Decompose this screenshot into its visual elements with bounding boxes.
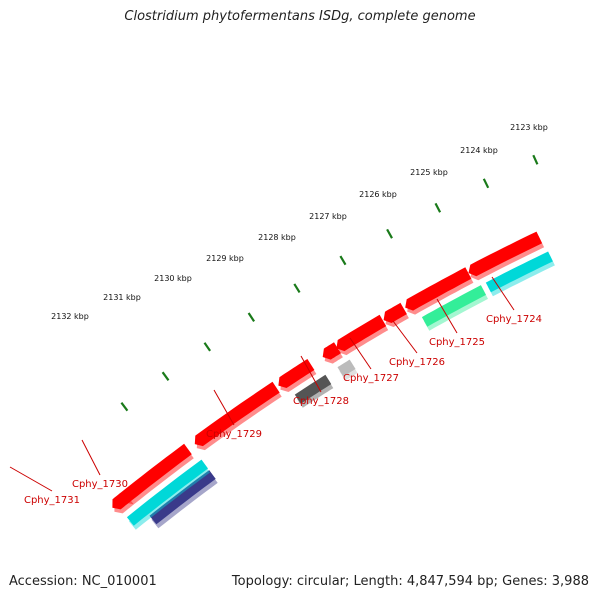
scale-major-tick <box>434 202 442 213</box>
cds-cphy-1731 <box>112 490 134 514</box>
gene-leader-line <box>300 355 322 393</box>
feature-green-1725 <box>421 285 488 331</box>
scale-label: 2130 kbp <box>154 274 192 283</box>
accession-text: Accession: NC_010001 <box>9 574 157 589</box>
feature-darkgray-1728-body <box>294 374 332 404</box>
scale-label: 2128 kbp <box>258 233 296 242</box>
cds-cphy-1725 <box>405 267 474 315</box>
scale-major-tick <box>161 371 170 381</box>
gene-leader-line <box>491 276 515 311</box>
scale-major-tick <box>339 255 347 266</box>
gene-label: Cphy_1724 <box>486 314 542 325</box>
scale-label: 2132 kbp <box>51 312 89 321</box>
cds-cphy-1727-small-body <box>322 342 341 360</box>
scale-major-tick <box>120 402 129 412</box>
cds-cphy-1726 <box>336 314 389 356</box>
feature-cyan-1730-body <box>126 459 208 526</box>
gene-label: Cphy_1730 <box>72 479 128 490</box>
scale-major-tick <box>293 283 301 293</box>
scale-major-tick <box>482 178 490 189</box>
scale-label: 2129 kbp <box>206 254 244 263</box>
cds-cphy-1727-small <box>322 342 343 364</box>
scale-label: 2123 kbp <box>510 123 548 132</box>
cds-cphy-1726-small <box>383 302 409 327</box>
feature-green-1725-body <box>421 285 486 327</box>
feature-navy-1730 <box>149 470 218 529</box>
feature-gray-1727-body <box>337 359 356 377</box>
scale-major-tick <box>386 228 393 239</box>
gene-leader-line <box>213 389 235 426</box>
cds-cphy-1729 <box>194 381 282 451</box>
gene-leader-line <box>349 337 372 370</box>
cds-cphy-1731-body <box>112 490 132 510</box>
gene-leader-line <box>9 466 53 492</box>
gene-leader-line <box>436 298 458 334</box>
gene-leader-line <box>392 320 418 354</box>
scale-label: 2125 kbp <box>410 168 448 177</box>
scale-major-tick <box>203 342 212 352</box>
feature-darkgray-1728 <box>294 374 334 408</box>
gene-label: Cphy_1727 <box>343 373 399 384</box>
cds-cphy-1730 <box>123 443 194 505</box>
scale-label: 2127 kbp <box>309 212 347 221</box>
gene-label: Cphy_1731 <box>24 495 80 506</box>
scale-label: 2131 kbp <box>103 293 141 302</box>
gene-label: Cphy_1726 <box>389 357 445 368</box>
cds-cphy-1729-body <box>194 381 280 447</box>
feature-gray-1727 <box>337 359 358 381</box>
gene-label: Cphy_1725 <box>429 337 485 348</box>
gene-leader-line <box>81 439 101 476</box>
cds-cphy-1728-body <box>278 359 315 388</box>
scale-major-tick <box>247 312 256 323</box>
map-title: Clostridium phytofermentans ISDg, comple… <box>124 9 476 24</box>
cds-cphy-1724-body <box>468 231 543 277</box>
scale-major-tick <box>532 154 539 165</box>
genome-summary-text: Topology: circular; Length: 4,847,594 bp… <box>231 574 589 589</box>
cds-cphy-1726-body <box>336 314 387 352</box>
gene-label: Cphy_1729 <box>206 429 262 440</box>
gene-label: Cphy_1728 <box>293 396 349 407</box>
cds-cphy-1725-body <box>405 267 472 311</box>
cds-cphy-1730-body <box>123 443 192 501</box>
cds-cphy-1728 <box>278 359 317 392</box>
feature-cyan-1724 <box>485 251 555 297</box>
scale-label: 2124 kbp <box>460 146 498 155</box>
feature-cyan-1730 <box>126 459 210 530</box>
cds-cphy-1724 <box>468 231 545 281</box>
scale-label: 2126 kbp <box>359 190 397 199</box>
feature-cyan-1724-body <box>485 251 553 293</box>
feature-navy-1730-body <box>149 470 216 525</box>
cds-cphy-1726-small-body <box>383 302 407 323</box>
